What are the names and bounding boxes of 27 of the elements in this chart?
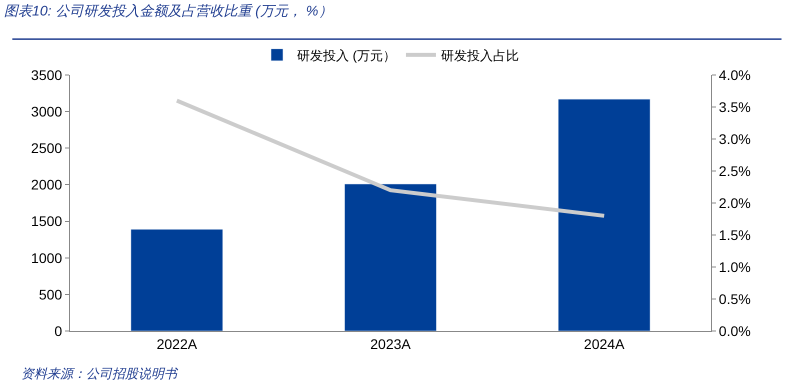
chart-title: 图表10: 公司研发投入金额及占营收比重 (万元， %）	[4, 2, 332, 19]
y2-tick-label: 4.0%	[718, 66, 751, 83]
bar	[130, 229, 224, 331]
bar	[344, 184, 437, 331]
y-tick-label: 3000	[31, 103, 62, 120]
y-tick-label: 2500	[31, 140, 62, 156]
x-tick-label: 2023A	[370, 336, 412, 352]
y-tick-label: 3500	[31, 66, 62, 83]
y-tick-label: 1500	[31, 213, 62, 230]
y-tick-label: 1000	[31, 250, 62, 266]
y-tick-label: 0	[54, 322, 62, 339]
x-tick-label: 2024A	[584, 336, 626, 352]
y2-tick-label: 3.5%	[718, 98, 751, 115]
y-tick-label: 2000	[31, 176, 62, 193]
legend-label: 研发投入 (万元）	[297, 48, 396, 63]
y-tick-label: 500	[38, 286, 62, 302]
bar	[558, 98, 650, 331]
y2-tick-label: 0.0%	[718, 322, 751, 339]
y2-tick-label: 0.5%	[718, 290, 751, 307]
y2-tick-label: 2.0%	[718, 194, 751, 211]
legend-label: 研发投入占比	[440, 48, 519, 63]
x-tick-label: 2022A	[156, 336, 198, 352]
y2-tick-label: 1.0%	[718, 258, 751, 275]
y2-tick-label: 2.5%	[718, 162, 751, 179]
y2-tick-label: 1.5%	[718, 226, 751, 243]
text: 资料来源：公司招股说明书	[21, 366, 179, 381]
y2-tick-label: 3.0%	[718, 130, 751, 147]
